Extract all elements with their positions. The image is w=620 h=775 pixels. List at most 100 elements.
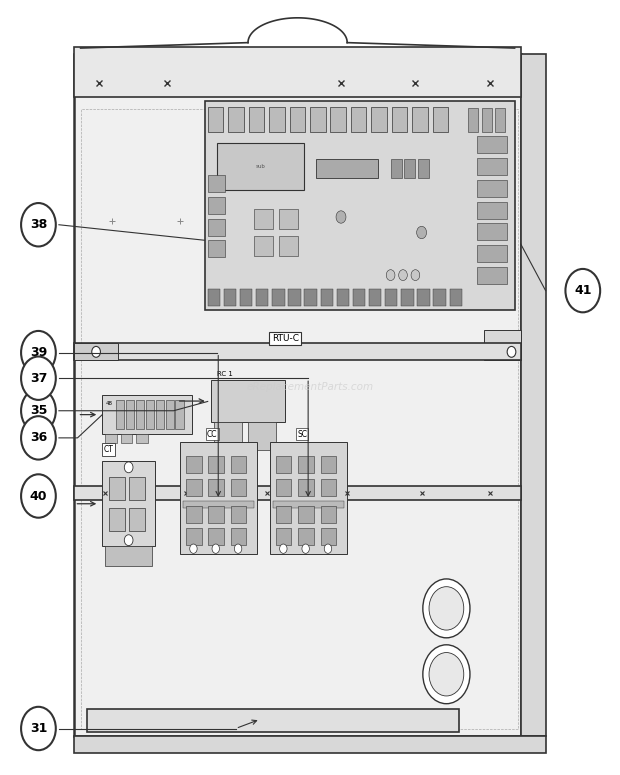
Bar	[74, 486, 521, 500]
Bar	[231, 506, 246, 523]
Bar	[298, 479, 314, 496]
Bar	[321, 479, 336, 496]
Circle shape	[302, 544, 309, 553]
Text: 35: 35	[30, 405, 47, 417]
Bar	[87, 709, 459, 732]
Circle shape	[21, 474, 56, 518]
Bar	[186, 479, 202, 496]
Bar	[228, 107, 244, 132]
Bar	[102, 461, 155, 546]
Text: 36: 36	[30, 432, 47, 444]
Bar	[391, 159, 402, 178]
Bar	[433, 289, 446, 306]
Bar	[180, 442, 257, 554]
Bar	[412, 107, 428, 132]
Text: RC 1: RC 1	[217, 370, 233, 377]
Bar	[208, 456, 224, 473]
Bar	[521, 54, 546, 736]
Circle shape	[21, 203, 56, 246]
Bar	[231, 528, 246, 545]
Bar	[74, 343, 521, 360]
Circle shape	[399, 270, 407, 281]
Text: CC: CC	[207, 429, 218, 439]
Bar	[205, 101, 515, 310]
Circle shape	[336, 211, 346, 223]
Text: 48: 48	[105, 401, 112, 406]
Bar	[298, 506, 314, 523]
Bar	[477, 223, 507, 240]
Bar	[129, 477, 145, 500]
Bar	[279, 236, 298, 256]
Circle shape	[21, 389, 56, 432]
Bar	[208, 528, 224, 545]
Bar	[270, 442, 347, 554]
Bar	[186, 456, 202, 473]
Bar	[330, 107, 346, 132]
Bar	[231, 456, 246, 473]
Circle shape	[507, 346, 516, 357]
Bar	[175, 400, 184, 429]
Bar	[304, 289, 317, 306]
Bar	[273, 501, 344, 508]
Circle shape	[190, 544, 197, 553]
Bar	[404, 159, 415, 178]
Bar	[433, 107, 448, 132]
Bar	[224, 289, 236, 306]
Bar	[276, 456, 291, 473]
Circle shape	[21, 356, 56, 400]
Bar	[477, 202, 507, 219]
Bar	[249, 107, 264, 132]
Circle shape	[124, 462, 133, 473]
Circle shape	[324, 544, 332, 553]
Bar	[108, 477, 125, 500]
Bar	[126, 400, 134, 429]
Circle shape	[423, 645, 470, 704]
Bar	[371, 107, 387, 132]
Bar	[240, 289, 252, 306]
Circle shape	[429, 653, 464, 696]
Bar	[217, 143, 304, 190]
Text: CT: CT	[104, 445, 113, 454]
Circle shape	[411, 270, 420, 281]
Text: 31: 31	[30, 722, 47, 735]
Bar	[74, 46, 521, 97]
Bar	[298, 456, 314, 473]
Bar	[105, 434, 117, 443]
Circle shape	[417, 226, 427, 239]
Bar	[477, 136, 507, 153]
Bar	[146, 400, 154, 429]
Text: 41: 41	[574, 284, 591, 297]
Bar	[183, 501, 254, 508]
Bar	[121, 434, 132, 443]
Text: 37: 37	[30, 372, 47, 384]
Bar	[208, 240, 225, 257]
Circle shape	[386, 270, 395, 281]
Bar	[369, 289, 381, 306]
Bar	[316, 159, 378, 178]
Text: RTU-C: RTU-C	[272, 334, 299, 343]
Bar	[477, 158, 507, 175]
Bar	[102, 395, 192, 434]
Circle shape	[423, 579, 470, 638]
Bar	[290, 107, 305, 132]
Circle shape	[21, 331, 56, 374]
Circle shape	[21, 416, 56, 460]
Bar	[248, 422, 276, 450]
Bar	[276, 506, 291, 523]
Bar	[254, 209, 273, 229]
Circle shape	[124, 535, 133, 546]
Bar	[256, 289, 268, 306]
Bar	[351, 107, 366, 132]
Bar	[208, 289, 220, 306]
Bar	[495, 109, 505, 132]
Bar	[231, 479, 246, 496]
Bar	[276, 528, 291, 545]
Text: 38: 38	[30, 219, 47, 231]
Bar	[208, 219, 225, 236]
Bar	[136, 400, 144, 429]
Text: SC: SC	[297, 429, 308, 439]
Bar	[129, 508, 145, 531]
Bar	[74, 736, 546, 753]
Circle shape	[429, 587, 464, 630]
Bar	[417, 289, 430, 306]
